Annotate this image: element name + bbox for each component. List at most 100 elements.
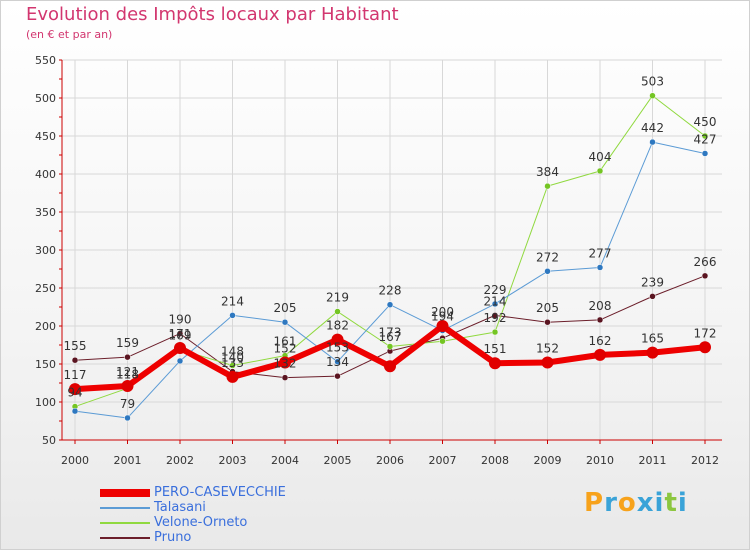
data-point-pero-casevecchie bbox=[121, 380, 134, 393]
x-tick-label: 2004 bbox=[271, 454, 299, 467]
data-point-pruno bbox=[71, 356, 79, 364]
data-point-pruno bbox=[334, 372, 341, 380]
data-label-pero-casevecchie: 165 bbox=[641, 332, 664, 346]
logo-letter: P bbox=[584, 488, 605, 518]
y-tick-label: 450 bbox=[35, 130, 56, 143]
data-point-pero-casevecchie bbox=[541, 356, 554, 369]
data-point-pero-casevecchie bbox=[489, 357, 501, 370]
proxiti-logo: Proxiti bbox=[584, 488, 688, 518]
logo-letter: t bbox=[664, 488, 678, 518]
data-label-velone-orneto: 118 bbox=[116, 367, 139, 381]
x-tick-label: 2007 bbox=[429, 454, 457, 467]
x-tick-label: 2012 bbox=[691, 454, 719, 467]
data-label-velone-orneto: 192 bbox=[484, 311, 507, 325]
data-point-talasani bbox=[71, 407, 79, 415]
logo-letter: r bbox=[604, 488, 618, 518]
data-label-pero-casevecchie: 152 bbox=[536, 341, 559, 355]
chart-legend: PERO-CASEVECCHIE Talasani Velone-Orneto … bbox=[100, 485, 360, 546]
data-point-talasani bbox=[596, 264, 604, 271]
data-point-pruno bbox=[596, 316, 604, 324]
data-label-velone-orneto: 404 bbox=[589, 150, 612, 164]
y-tick-label: 500 bbox=[35, 92, 56, 105]
data-label-pruno: 214 bbox=[484, 294, 507, 308]
legend-label: Velone-Orneto bbox=[154, 515, 248, 530]
x-tick-label: 2001 bbox=[114, 454, 142, 467]
data-label-pruno: 239 bbox=[641, 275, 664, 289]
x-tick-label: 2011 bbox=[639, 454, 667, 467]
legend-swatch bbox=[100, 522, 150, 524]
data-label-pero-casevecchie: 171 bbox=[169, 327, 192, 341]
data-point-pero-casevecchie bbox=[331, 333, 344, 346]
data-point-talasani bbox=[334, 358, 341, 365]
legend-item-talasani[interactable]: Talasani bbox=[100, 500, 360, 516]
data-point-velone-orneto bbox=[386, 343, 394, 350]
data-label-pruno: 167 bbox=[379, 330, 402, 344]
data-label-pruno: 155 bbox=[64, 339, 87, 353]
legend-swatch bbox=[100, 507, 150, 509]
data-point-talasani bbox=[229, 312, 236, 319]
data-label-pruno: 134 bbox=[326, 355, 349, 369]
data-point-pero-casevecchie bbox=[69, 383, 81, 396]
data-label-talasani: 442 bbox=[641, 121, 664, 135]
data-label-pruno: 140 bbox=[221, 351, 244, 365]
data-label-pruno: 205 bbox=[536, 301, 559, 315]
chart-subtitle: (en € et par an) bbox=[26, 28, 113, 41]
legend-label: PERO-CASEVECCHIE bbox=[154, 485, 286, 500]
data-point-talasani bbox=[491, 300, 499, 308]
data-point-pruno bbox=[176, 330, 184, 337]
data-point-velone-orneto bbox=[439, 337, 446, 345]
data-point-velone-orneto bbox=[334, 308, 341, 315]
data-label-velone-orneto: 384 bbox=[536, 165, 559, 179]
data-point-pero-casevecchie bbox=[174, 342, 186, 355]
y-tick-label: 400 bbox=[35, 168, 56, 181]
data-label-pruno: 208 bbox=[589, 299, 612, 313]
data-label-talasani: 228 bbox=[379, 284, 402, 298]
data-label-pero-casevecchie: 151 bbox=[484, 342, 507, 356]
x-tick-label: 2003 bbox=[219, 454, 247, 467]
legend-label: Pruno bbox=[154, 530, 192, 545]
data-point-pero-casevecchie bbox=[699, 341, 711, 354]
data-label-pero-casevecchie: 117 bbox=[64, 368, 87, 382]
data-point-pero-casevecchie bbox=[594, 348, 606, 361]
data-point-velone-orneto bbox=[229, 362, 236, 369]
data-label-talasani: 205 bbox=[274, 301, 297, 315]
data-point-talasani bbox=[176, 357, 184, 365]
data-point-pruno bbox=[701, 272, 709, 280]
y-tick-label: 200 bbox=[35, 320, 56, 333]
data-label-pruno: 132 bbox=[274, 357, 297, 371]
data-label-pero-casevecchie: 162 bbox=[589, 334, 612, 348]
data-point-pruno bbox=[491, 312, 499, 319]
data-label-velone-orneto: 173 bbox=[379, 326, 402, 340]
data-point-pero-casevecchie bbox=[279, 356, 291, 369]
legend-item-pero-casevecchie[interactable]: PERO-CASEVECCHIE bbox=[100, 485, 360, 501]
data-label-velone-orneto: 450 bbox=[694, 115, 717, 129]
data-point-talasani bbox=[124, 414, 131, 422]
data-point-velone-orneto bbox=[491, 328, 499, 336]
data-label-pero-casevecchie: 152 bbox=[274, 341, 297, 355]
legend-item-pruno[interactable]: Pruno bbox=[100, 530, 360, 546]
legend-swatch bbox=[100, 537, 150, 539]
x-tick-label: 2000 bbox=[61, 454, 89, 467]
data-label-pruno: 159 bbox=[116, 336, 139, 350]
data-label-velone-orneto: 148 bbox=[221, 345, 244, 359]
data-point-talasani bbox=[281, 318, 289, 326]
data-label-pero-casevecchie: 133 bbox=[221, 356, 244, 370]
logo-letter: i bbox=[677, 488, 688, 518]
data-label-pero-casevecchie: 172 bbox=[694, 326, 717, 340]
legend-item-velone-orneto[interactable]: Velone-Orneto bbox=[100, 515, 360, 531]
data-label-pero-casevecchie: 182 bbox=[326, 319, 349, 333]
y-tick-label: 300 bbox=[35, 244, 56, 257]
logo-letter: o bbox=[617, 488, 637, 518]
data-label-pero-casevecchie: 121 bbox=[116, 365, 139, 379]
y-tick-label: 250 bbox=[35, 282, 56, 295]
y-tick-label: 100 bbox=[35, 396, 56, 409]
data-point-pruno bbox=[649, 293, 656, 300]
data-label-pruno: 266 bbox=[694, 255, 717, 269]
data-point-velone-orneto bbox=[649, 92, 656, 99]
data-label-velone-orneto: 161 bbox=[274, 335, 297, 349]
chart-title: Evolution des Impôts locaux par Habitant bbox=[26, 4, 399, 25]
data-label-talasani: 153 bbox=[326, 341, 349, 355]
y-tick-label: 150 bbox=[35, 358, 56, 371]
